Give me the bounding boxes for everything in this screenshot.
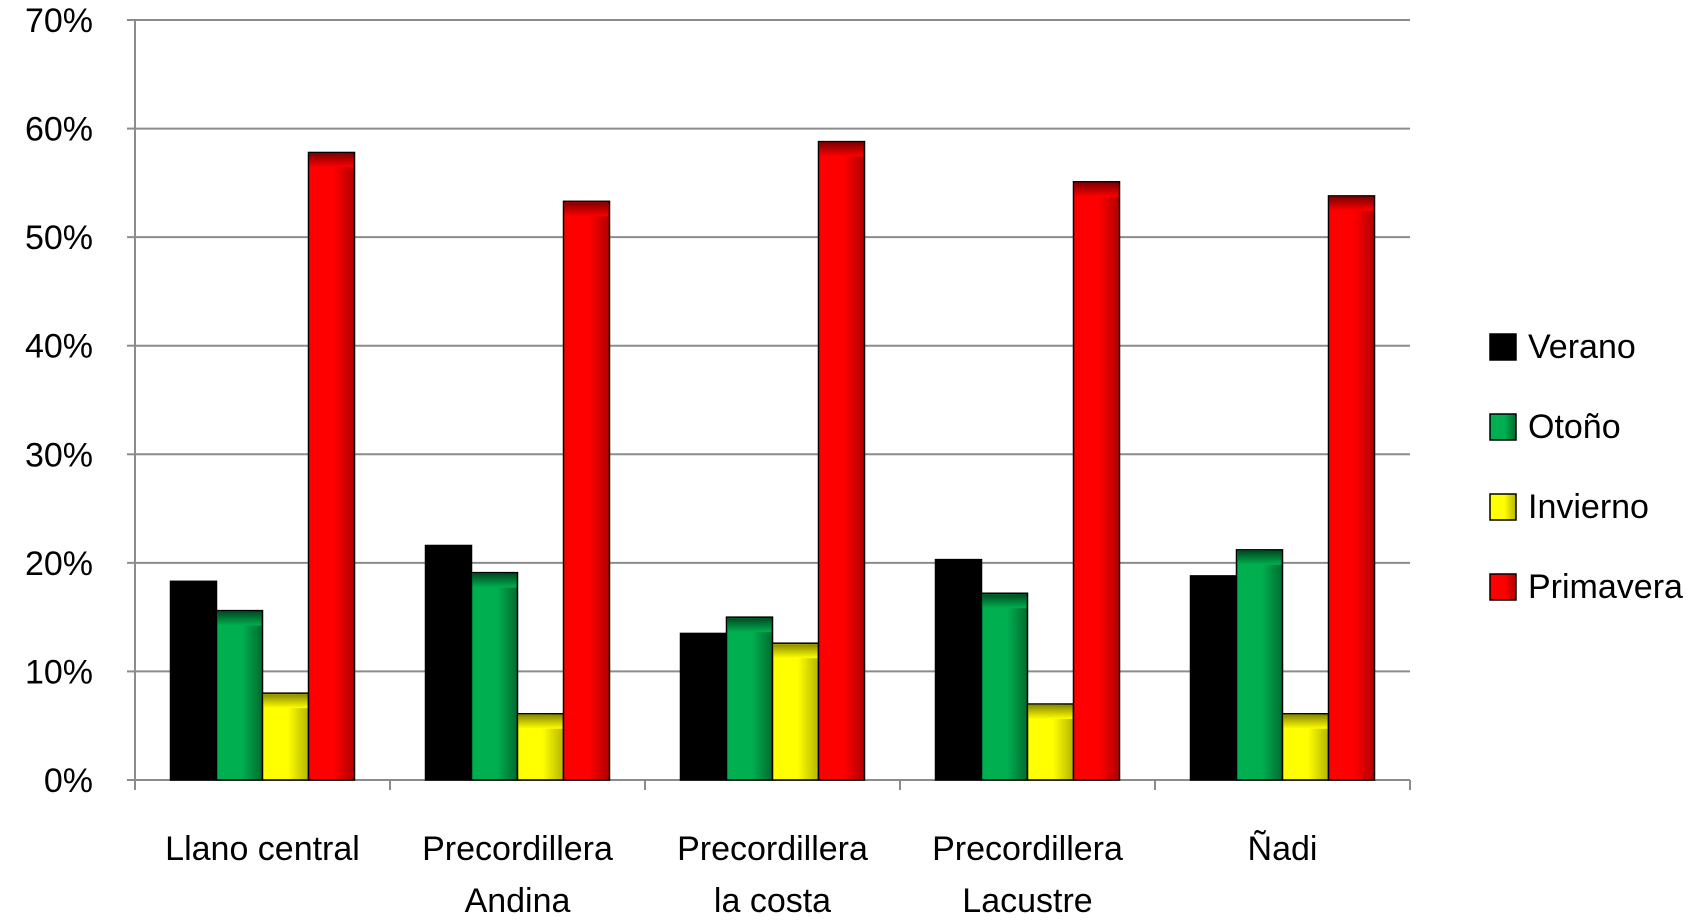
- bar-3-3: [1072, 181, 1121, 781]
- bar-1-1: [470, 571, 519, 781]
- axis-labels: 0% 10% 20% 30% 40% 50% 60% 70% Llano central Prec…: [25, 2, 1318, 920]
- bar-0-0: [169, 580, 218, 781]
- y-tick-label: 0%: [44, 762, 93, 800]
- bar-cap: [263, 694, 308, 709]
- bar-cap: [1329, 196, 1374, 211]
- legend-swatch: [1489, 333, 1517, 361]
- bar-1-0: [424, 544, 473, 781]
- y-tick-label: 30%: [25, 436, 93, 474]
- bar-cap: [1028, 705, 1073, 719]
- bar-cap: [564, 202, 609, 217]
- y-tick-label: 20%: [25, 545, 93, 583]
- bar-4-0: [1189, 575, 1238, 781]
- bar-2-1: [725, 616, 774, 781]
- bar-cap: [1283, 714, 1328, 729]
- legend: Verano Otoño Invierno Primavera: [1489, 328, 1683, 606]
- legend-swatch: [1489, 413, 1517, 441]
- legend-label: Invierno: [1528, 488, 1649, 526]
- bar-2-2: [771, 642, 820, 781]
- bar-4-3: [1327, 195, 1376, 781]
- bar-cap: [1074, 182, 1119, 197]
- x-tick-label: Llano central: [165, 830, 360, 868]
- bar-cap: [472, 573, 517, 588]
- y-tick-label: 50%: [25, 219, 93, 257]
- legend-label: Otoño: [1528, 408, 1621, 446]
- legend-label: Primavera: [1528, 568, 1683, 606]
- legend-label: Verano: [1528, 328, 1636, 366]
- legend-swatch: [1489, 493, 1517, 521]
- legend-swatch: [1489, 573, 1517, 601]
- bar-2-0: [679, 632, 728, 781]
- y-tick-label: 70%: [25, 2, 93, 40]
- x-tick-label: Ñadi: [1248, 830, 1318, 868]
- y-tick-label: 10%: [25, 653, 93, 691]
- x-tick-label: la costa: [714, 882, 831, 915]
- bar-cap: [773, 644, 818, 659]
- bar-cap: [727, 618, 772, 633]
- bar-cap: [518, 714, 563, 729]
- bar-3-0: [934, 558, 983, 781]
- bar-0-3: [307, 151, 356, 781]
- bar-0-1: [215, 609, 264, 781]
- y-tick-label: 60%: [25, 111, 93, 149]
- x-tick-label: Lacustre: [962, 882, 1092, 915]
- x-tick-label: Precordillera: [932, 830, 1123, 868]
- bar-3-1: [980, 592, 1029, 781]
- y-tick-label: 40%: [25, 328, 93, 366]
- bar-2-3: [817, 140, 866, 781]
- bar-1-3: [562, 200, 611, 781]
- x-tick-label: Andina: [465, 882, 571, 915]
- bar-cap: [982, 594, 1027, 609]
- x-tick-label: Precordillera: [422, 830, 613, 868]
- x-tick-label: Precordillera: [677, 830, 868, 868]
- bar-4-1: [1235, 549, 1284, 781]
- bar-cap: [309, 153, 354, 168]
- bars: [169, 140, 1376, 781]
- bar-cap: [819, 142, 864, 157]
- bar-cap: [1237, 550, 1282, 565]
- bar-cap: [217, 611, 262, 626]
